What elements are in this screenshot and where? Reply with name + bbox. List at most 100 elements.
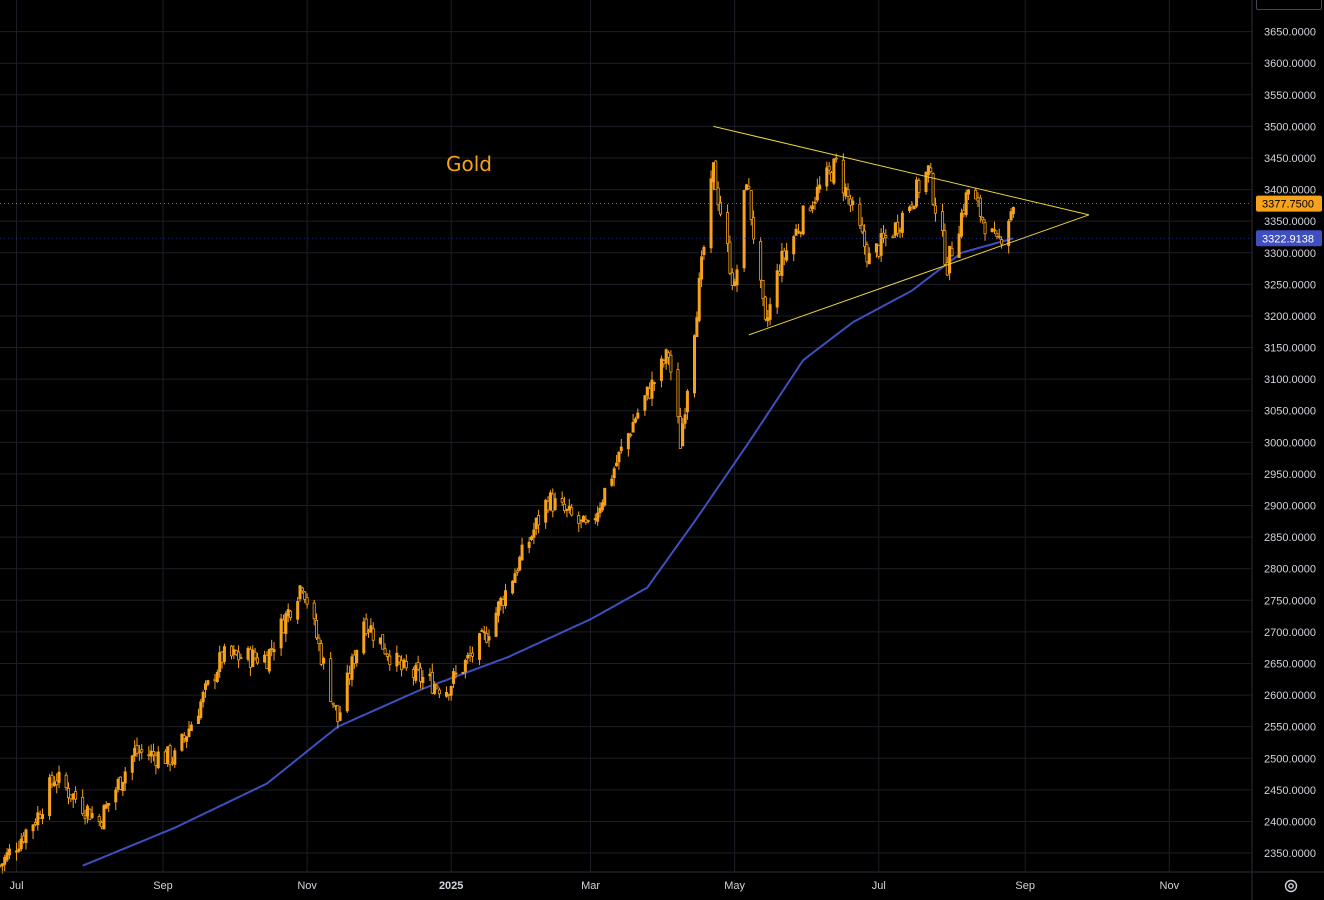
candle-body — [289, 610, 293, 619]
price-axis[interactable]: 2350.0000 2400.0000 2450.0000 2500.0000 2550… — [1264, 27, 1316, 860]
candle — [501, 595, 505, 614]
candle-body — [31, 824, 35, 832]
candle — [1011, 206, 1015, 218]
candle — [140, 744, 144, 760]
candle-body — [478, 633, 482, 660]
candle — [433, 681, 437, 695]
candle — [808, 205, 812, 212]
candle-body — [652, 382, 656, 384]
candle — [485, 626, 489, 644]
candle — [811, 201, 815, 214]
candle — [182, 732, 186, 743]
candle — [121, 781, 125, 796]
candle-body — [348, 673, 352, 680]
candle-body — [350, 656, 354, 680]
candle — [88, 808, 92, 821]
candle-body — [487, 636, 491, 641]
candle-body — [815, 186, 819, 201]
candle-body — [548, 492, 552, 510]
candle — [296, 597, 300, 624]
chart-settings-button[interactable] — [1276, 874, 1306, 898]
candle — [135, 737, 139, 757]
candle — [338, 706, 342, 722]
candle — [844, 183, 848, 200]
candle — [470, 646, 474, 663]
candle — [520, 537, 524, 561]
candle — [220, 650, 224, 669]
candle — [64, 772, 68, 791]
candle — [676, 362, 680, 424]
last-price-badge: 3377.7500 — [0, 195, 1322, 212]
candle-body — [204, 683, 208, 690]
candle-body — [775, 270, 779, 308]
candle — [813, 196, 817, 210]
candle-body — [662, 360, 666, 365]
candle — [496, 600, 500, 623]
candle — [504, 583, 508, 609]
price-tick-label: 2500.0000 — [1264, 753, 1316, 765]
candle-body — [367, 630, 371, 633]
candle-body — [891, 236, 895, 239]
candle-body — [844, 187, 848, 197]
candle-body — [884, 235, 888, 239]
candle — [41, 808, 45, 825]
candle-body — [681, 423, 685, 447]
candle — [187, 720, 191, 738]
chart-title: Gold — [446, 152, 492, 176]
candle — [50, 771, 54, 788]
scale-mode-box[interactable] — [1256, 0, 1322, 10]
candle-body — [976, 197, 980, 202]
candle — [983, 218, 987, 241]
price-tick-label: 2650.0000 — [1264, 658, 1316, 670]
candle-body — [726, 212, 730, 245]
candle-body — [17, 848, 21, 852]
candle-body — [90, 813, 94, 818]
candle-body — [133, 747, 137, 757]
candle — [317, 634, 321, 652]
candle-body — [388, 655, 392, 666]
candle — [669, 350, 673, 381]
candle — [867, 247, 871, 265]
candle — [626, 432, 630, 457]
price-tick-label: 3550.0000 — [1264, 90, 1316, 102]
moving-average-line — [82, 237, 1014, 867]
candle-body — [452, 671, 456, 684]
candle-body — [24, 829, 28, 844]
candle-body — [596, 512, 600, 522]
candle — [865, 241, 869, 268]
last-price-badge-box — [1256, 195, 1322, 212]
candle-body — [950, 247, 954, 257]
candle — [185, 736, 189, 748]
candle-body — [544, 499, 548, 523]
candle-body — [253, 651, 257, 659]
candle-body — [978, 197, 982, 217]
candle-body — [402, 659, 406, 668]
candle-body — [610, 478, 614, 486]
candle — [933, 197, 937, 222]
candle — [298, 584, 302, 602]
candle — [447, 693, 451, 701]
candle-body — [279, 618, 283, 649]
candle — [747, 178, 751, 190]
candle — [267, 648, 271, 674]
time-axis[interactable]: Jul Sep Nov 2025 Mar May Jul Sep Nov — [10, 880, 1180, 892]
candle — [631, 413, 635, 433]
candle-body — [430, 671, 434, 694]
candle-body — [48, 777, 52, 817]
candle — [189, 721, 193, 732]
candle — [896, 214, 900, 238]
candle-body — [215, 671, 219, 682]
candle-body — [534, 517, 538, 530]
candle-body — [480, 630, 484, 632]
candle — [215, 669, 219, 683]
candle-body — [33, 821, 37, 825]
candle-body — [222, 646, 226, 662]
candle-body — [385, 653, 389, 657]
candle-body — [633, 418, 637, 423]
candle-body — [626, 433, 630, 450]
candle — [794, 223, 798, 236]
candle-body — [877, 245, 881, 257]
candle — [629, 432, 633, 438]
candle-body — [553, 498, 557, 510]
